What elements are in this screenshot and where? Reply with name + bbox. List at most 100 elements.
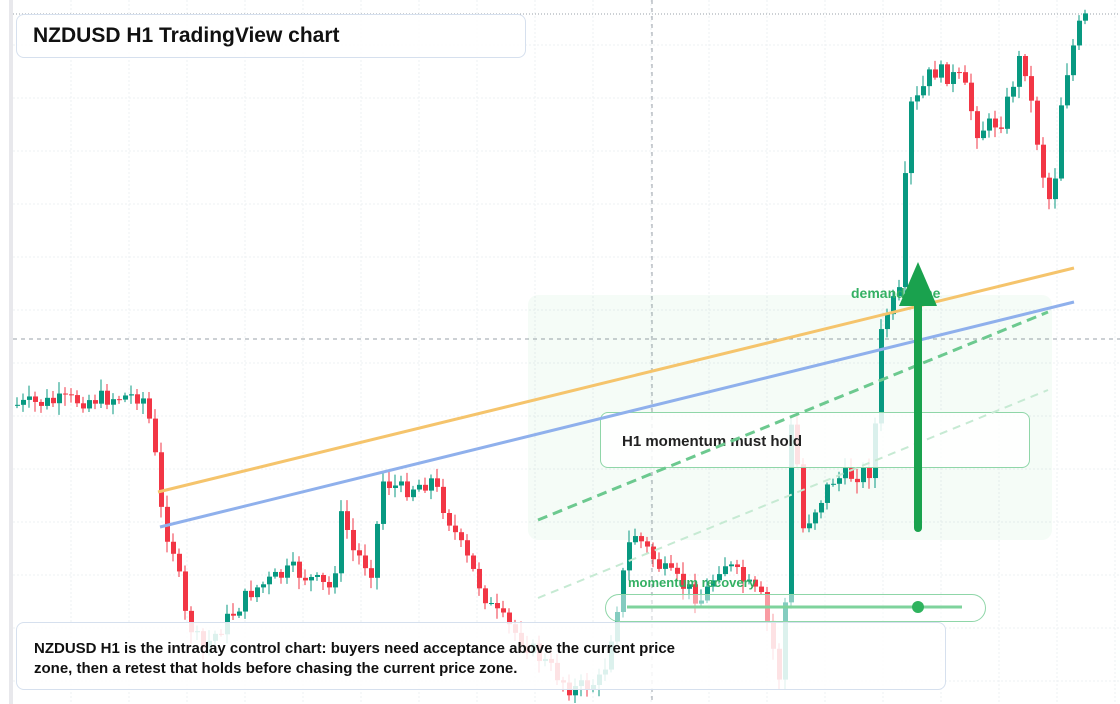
candle-body bbox=[105, 390, 110, 405]
candle-body bbox=[735, 564, 740, 568]
candle-body bbox=[177, 553, 182, 572]
candle-body bbox=[1077, 20, 1082, 46]
candle-body bbox=[759, 586, 764, 593]
candle-body bbox=[243, 590, 248, 612]
candle-body bbox=[669, 563, 674, 568]
candle-body bbox=[369, 568, 374, 578]
candle-body bbox=[825, 484, 830, 503]
candle-body bbox=[51, 397, 56, 404]
candle-body bbox=[297, 561, 302, 578]
candle-body bbox=[573, 686, 578, 696]
candle-body bbox=[135, 394, 140, 404]
caption-text: NZDUSD H1 is the intraday control chart:… bbox=[34, 640, 676, 677]
candle-body bbox=[663, 563, 668, 569]
candle-body bbox=[333, 573, 338, 588]
candle-body bbox=[453, 525, 458, 533]
candle-body bbox=[141, 398, 146, 404]
candle-body bbox=[87, 400, 92, 409]
candle-body bbox=[123, 395, 128, 400]
candle-body bbox=[963, 72, 968, 83]
candle-body bbox=[1011, 86, 1016, 97]
candle-body bbox=[993, 118, 998, 128]
recovery-label: momentum recovery bbox=[628, 575, 756, 590]
candle-body bbox=[393, 485, 398, 489]
candle-body bbox=[99, 390, 104, 404]
candle-body bbox=[1047, 177, 1052, 200]
candle-body bbox=[1065, 75, 1070, 106]
candle-body bbox=[255, 587, 260, 598]
candle-body bbox=[147, 398, 152, 419]
candle-body bbox=[1083, 13, 1088, 21]
candle-body bbox=[1017, 55, 1022, 87]
candle-body bbox=[951, 72, 956, 84]
candle-body bbox=[273, 571, 278, 577]
candle-body bbox=[915, 95, 920, 102]
candle-body bbox=[441, 486, 446, 514]
candle-body bbox=[645, 541, 650, 547]
candle-body bbox=[189, 610, 194, 633]
candle-body bbox=[627, 542, 632, 571]
candle-body bbox=[501, 608, 506, 613]
candle-body bbox=[675, 567, 680, 574]
candle-body bbox=[957, 72, 962, 74]
candle-body bbox=[819, 502, 824, 513]
candle-body bbox=[999, 127, 1004, 129]
candle-body bbox=[933, 69, 938, 78]
candle-body bbox=[237, 611, 242, 616]
candle-body bbox=[27, 396, 32, 400]
recovery-pill bbox=[605, 594, 986, 622]
candle-body bbox=[489, 603, 494, 605]
candle-body bbox=[987, 118, 992, 131]
candle-body bbox=[111, 399, 116, 405]
candle-body bbox=[477, 568, 482, 589]
candle-body bbox=[1041, 144, 1046, 178]
candle-body bbox=[411, 489, 416, 498]
candle-body bbox=[435, 478, 440, 487]
candle-body bbox=[483, 588, 488, 604]
candle-body bbox=[267, 576, 272, 585]
candle-body bbox=[843, 468, 848, 479]
candle-body bbox=[309, 576, 314, 581]
candle-body bbox=[981, 130, 986, 139]
candle-body bbox=[723, 566, 728, 575]
candle-body bbox=[927, 69, 932, 87]
candle-body bbox=[945, 64, 950, 84]
candle-body bbox=[861, 467, 866, 483]
caption-box: NZDUSD H1 is the intraday control chart:… bbox=[16, 622, 946, 690]
zone-label: demand zone bbox=[851, 285, 941, 301]
candle-body bbox=[447, 513, 452, 526]
candle-body bbox=[249, 590, 254, 598]
candle-body bbox=[33, 396, 38, 402]
candle-body bbox=[261, 584, 266, 588]
left-border bbox=[9, 0, 13, 704]
candle-body bbox=[855, 478, 860, 483]
candle-body bbox=[423, 484, 428, 491]
candle-body bbox=[75, 395, 80, 404]
candle-body bbox=[429, 478, 434, 491]
candle-body bbox=[129, 394, 134, 396]
candle-body bbox=[495, 603, 500, 609]
candle-body bbox=[285, 565, 290, 578]
candle-body bbox=[969, 82, 974, 112]
candle-body bbox=[153, 418, 158, 453]
candle-body bbox=[417, 484, 422, 490]
candle-body bbox=[57, 393, 62, 404]
candle-body bbox=[63, 393, 68, 395]
candle-body bbox=[39, 401, 44, 406]
candle-body bbox=[1053, 178, 1058, 200]
candle-body bbox=[321, 574, 326, 582]
candle-body bbox=[651, 546, 656, 560]
candle-body bbox=[849, 468, 854, 479]
candle-body bbox=[303, 577, 308, 581]
candle-body bbox=[183, 571, 188, 611]
candle-body bbox=[879, 329, 884, 424]
candle-body bbox=[399, 481, 404, 486]
candle-body bbox=[867, 467, 872, 479]
candle-body bbox=[405, 481, 410, 498]
candle-body bbox=[975, 111, 980, 139]
candle-body bbox=[15, 404, 20, 406]
candle-body bbox=[465, 540, 470, 556]
candle-body bbox=[1071, 45, 1076, 76]
candle-body bbox=[21, 399, 26, 405]
